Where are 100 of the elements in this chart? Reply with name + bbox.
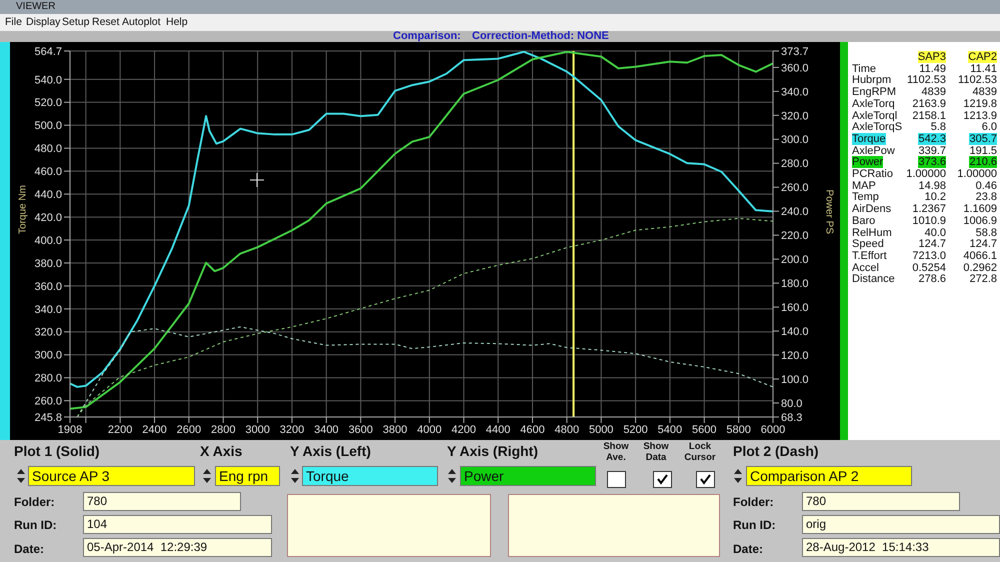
line-series xyxy=(76,326,773,417)
text: SAP3 xyxy=(918,51,946,63)
x-tick-label: 4000 xyxy=(417,424,442,436)
y-tick-label: 245.8 xyxy=(34,412,62,424)
x-tick-label: 5200 xyxy=(623,424,648,436)
text: Plot 2 (Dash) xyxy=(733,443,819,459)
text: 5.8 xyxy=(930,121,946,134)
y-tick-label: 260.0 xyxy=(34,396,62,408)
text: Hubrpm xyxy=(852,74,892,86)
x-tick-label: 3200 xyxy=(280,424,304,436)
text: File xyxy=(5,16,22,28)
y-tick-label: 400.0 xyxy=(34,234,62,247)
text: Y Axis (Right) xyxy=(447,443,538,459)
text: Folder: xyxy=(14,495,55,509)
text: 124.7 xyxy=(918,238,946,250)
text: Date: xyxy=(733,542,764,556)
source-note: Source AP 3 xyxy=(28,466,195,486)
y2-tick-label: 68.3 xyxy=(781,412,802,424)
text: EngRPM xyxy=(852,86,896,98)
text: AxleTorq xyxy=(852,98,895,110)
y-tick-label: 460.0 xyxy=(34,166,62,178)
y2-tick-label: 240.0 xyxy=(781,206,809,218)
text: 272.8 xyxy=(969,273,997,286)
y2-tick-label: 140.0 xyxy=(781,326,809,338)
text: Power xyxy=(852,156,884,168)
text: Eng rpn xyxy=(215,466,280,486)
text: 104 xyxy=(83,515,272,534)
text: AxlePow xyxy=(852,144,895,157)
text: orig xyxy=(802,515,1000,534)
text: 1010.9 xyxy=(912,214,946,227)
text: 1102.53 xyxy=(958,74,997,86)
y-tick-label: 500.0 xyxy=(34,120,62,132)
text: Display xyxy=(26,16,60,28)
y-tick-label: 300.0 xyxy=(34,350,62,362)
text: CAP2 xyxy=(968,51,997,63)
text: AxleTorqS xyxy=(852,121,902,134)
text: Reset xyxy=(92,16,120,28)
text: 1219.8 xyxy=(963,98,997,110)
text: 11.49 xyxy=(919,62,946,75)
text: Autoplot xyxy=(122,16,161,28)
text: AxleTorql xyxy=(852,110,898,122)
x-tick-label: 2600 xyxy=(176,424,202,436)
y2-tick-label: 100.0 xyxy=(781,374,809,386)
text: 7213.0 xyxy=(912,250,946,262)
text: 1102.53 xyxy=(907,74,946,86)
text: PCRatio xyxy=(852,168,893,180)
text: X Axis xyxy=(200,443,242,459)
text: Comparison: xyxy=(393,30,461,42)
text: Torque xyxy=(852,132,886,145)
x-tick-label: 2800 xyxy=(211,424,236,436)
text: 23.8 xyxy=(976,191,997,204)
y2-tick-label: 80.0 xyxy=(781,398,802,410)
x-tick-label: 4800 xyxy=(554,424,580,436)
text: Comparison AP 2 xyxy=(746,466,912,486)
y-tick-label: 540.0 xyxy=(34,74,62,86)
text: Date: xyxy=(14,542,44,556)
text: 1.1609 xyxy=(963,203,997,216)
text: 542.3 xyxy=(918,132,946,145)
text: Lock Cursor xyxy=(683,441,717,463)
text: Setup xyxy=(62,16,90,28)
text: 278.6 xyxy=(918,273,946,286)
text: 2158.1 xyxy=(912,110,946,122)
y-axis-title: Torque Nm xyxy=(18,185,29,234)
y2-tick-label: 220.0 xyxy=(781,230,809,242)
text: Folder: xyxy=(733,495,774,509)
x-tick-label: 3800 xyxy=(382,424,408,436)
y-tick-label: 340.0 xyxy=(34,304,62,316)
x-tick-label: 5600 xyxy=(692,424,717,436)
text: RelHum xyxy=(852,226,892,238)
text: 305.7 xyxy=(969,132,997,145)
text: Distance xyxy=(852,273,895,286)
y2-tick-label: 280.0 xyxy=(781,158,809,170)
text: Torque xyxy=(302,466,438,486)
text: 4066.1 xyxy=(963,250,997,262)
text: 0.5254 xyxy=(912,262,946,274)
text: 339.7 xyxy=(918,144,946,157)
text: VIEWER xyxy=(16,1,56,12)
text: Show Ave. xyxy=(602,441,630,463)
text: 191.5 xyxy=(969,144,997,157)
y2-tick-label: 360.0 xyxy=(781,62,809,74)
x-tick-label: 1908 xyxy=(58,424,82,436)
y2-tick-label: 340.0 xyxy=(781,86,809,98)
text: 40.0 xyxy=(924,226,946,238)
x-tick-label: 3400 xyxy=(314,424,339,436)
text: 1.00000 xyxy=(957,168,997,180)
x-tick-label: 5400 xyxy=(658,424,682,436)
text: Plot 1 (Solid) xyxy=(14,443,100,459)
text: 4839 xyxy=(922,86,946,98)
x-tick-label: 4600 xyxy=(520,424,545,436)
x-tick-label: 6000 xyxy=(760,424,786,436)
y-tick-label: 420.0 xyxy=(34,212,62,224)
text: 1213.9 xyxy=(963,110,997,122)
text: 05-Apr-2014 12:29:39 xyxy=(83,538,272,557)
text: Baro xyxy=(852,214,876,227)
x-tick-label: 5000 xyxy=(588,424,614,436)
text: Run ID: xyxy=(733,518,776,532)
x-tick-label: 3600 xyxy=(348,424,373,436)
text: 0.2962 xyxy=(963,262,997,274)
text: Speed xyxy=(852,238,884,250)
text: Help xyxy=(166,16,188,28)
